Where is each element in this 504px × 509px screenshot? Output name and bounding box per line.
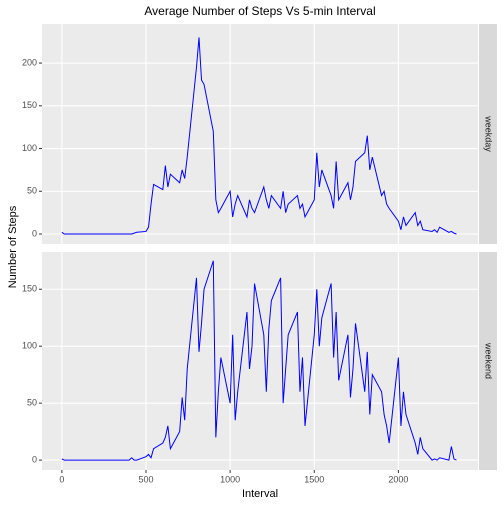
strip-label: weekday <box>484 115 494 152</box>
y-tick-label: 100 <box>22 341 37 351</box>
strip <box>479 24 497 244</box>
strip <box>479 252 497 470</box>
y-tick-label: 200 <box>22 57 37 67</box>
x-tick-label: 1500 <box>304 474 324 484</box>
y-axis-label: Number of Steps <box>7 205 19 288</box>
x-tick-label: 0 <box>59 474 64 484</box>
data-line <box>61 37 457 235</box>
y-tick-label: 100 <box>22 143 37 153</box>
x-tick-label: 1000 <box>220 474 240 484</box>
data-line <box>61 260 457 461</box>
x-axis-label: Interval <box>242 488 278 500</box>
y-tick-label: 50 <box>27 398 37 408</box>
chart-title: Average Number of Steps Vs 5-min Interva… <box>144 4 375 18</box>
y-tick-label: 50 <box>27 186 37 196</box>
panel-background <box>42 252 478 470</box>
x-tick-label: 500 <box>138 474 153 484</box>
x-tick-label: 2000 <box>388 474 408 484</box>
y-tick-label: 0 <box>32 454 37 464</box>
strip-label: weekend <box>484 342 494 379</box>
y-tick-label: 0 <box>32 228 37 238</box>
y-tick-label: 150 <box>22 100 37 110</box>
panel-background <box>42 24 478 244</box>
y-tick-label: 150 <box>22 284 37 294</box>
